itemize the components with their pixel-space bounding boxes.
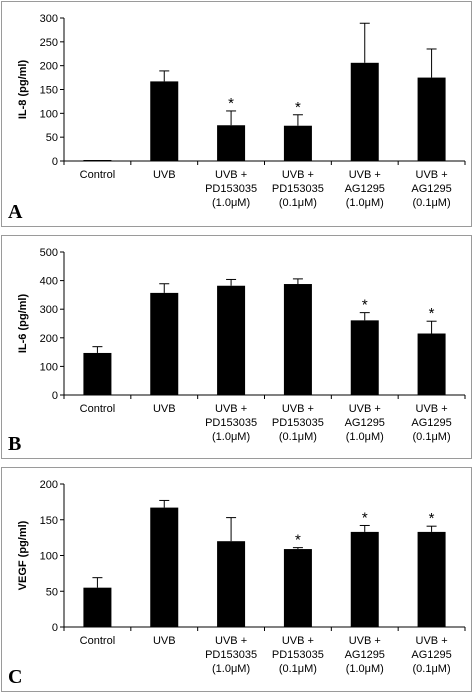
x-category-label: Control	[80, 403, 115, 415]
y-tick-label: 250	[40, 37, 58, 49]
chart-svg-c: 0 50 100 150 200 VEGF (pg/ml) Control UVB UVB + P…	[8, 479, 466, 688]
y-tick-label: 200	[40, 333, 58, 345]
x-category-label: UVB	[153, 169, 176, 181]
x-category-label: (1.0μM)	[346, 197, 384, 209]
y-tick-label: 400	[40, 276, 58, 288]
y-tick-label: 500	[40, 247, 58, 259]
bar	[417, 531, 446, 627]
x-category-label: (1.0μM)	[212, 663, 250, 675]
y-tick-label: 100	[40, 108, 58, 120]
x-category-label: (0.1μM)	[413, 663, 451, 675]
x-category-label: AG1295	[411, 649, 451, 661]
significance-marker: *	[429, 510, 435, 527]
bar	[417, 77, 446, 161]
y-tick-label: 300	[40, 13, 58, 25]
x-category-label: UVB +	[349, 635, 381, 647]
x-category-label: Control	[80, 635, 115, 647]
y-tick-label: 0	[52, 622, 58, 634]
x-category-label: UVB +	[215, 169, 247, 181]
x-category-label: PD153035	[272, 417, 324, 429]
x-category-label: UVB +	[349, 169, 381, 181]
x-category-label: (0.1μM)	[279, 663, 317, 675]
bar	[350, 320, 379, 395]
bar	[217, 125, 246, 161]
x-category-label: (0.1μM)	[279, 431, 317, 443]
bar	[83, 587, 112, 627]
x-category-label: (1.0μM)	[212, 197, 250, 209]
x-category-label: UVB	[153, 403, 176, 415]
bar	[350, 62, 379, 161]
x-category-label: AG1295	[345, 417, 385, 429]
y-tick-label: 100	[40, 361, 58, 373]
chart-svg-b: 0 100 200 300 400 500 IL-6 (pg/ml) Control UVB UV…	[8, 247, 466, 455]
y-tick-label: 150	[40, 85, 58, 97]
significance-marker: *	[362, 297, 368, 314]
x-category-label: PD153035	[272, 649, 324, 661]
x-category-label: AG1295	[345, 649, 385, 661]
bar	[283, 125, 312, 161]
bar	[283, 284, 312, 395]
bar	[150, 81, 179, 161]
x-category-label: UVB +	[282, 635, 314, 647]
x-category-label: PD153035	[205, 649, 257, 661]
x-category-label: PD153035	[272, 183, 324, 195]
y-tick-label: 150	[40, 515, 58, 527]
y-tick-label: 50	[46, 586, 58, 598]
x-category-label: (1.0μM)	[346, 663, 384, 675]
bar	[150, 507, 179, 627]
significance-marker: *	[295, 99, 301, 116]
x-category-label: UVB +	[215, 635, 247, 647]
bar	[417, 333, 446, 395]
x-category-label: UVB	[153, 635, 176, 647]
x-category-label: (1.0μM)	[212, 431, 250, 443]
panel-label: C	[8, 666, 22, 688]
y-axis-label: VEGF (pg/ml)	[17, 520, 29, 590]
x-category-label: UVB +	[416, 635, 448, 647]
chart-panel-b: 0 100 200 300 400 500 IL-6 (pg/ml) Control UVB UV…	[1, 235, 472, 459]
panel-label: A	[8, 201, 23, 223]
x-category-label: UVB +	[282, 169, 314, 181]
chart-svg-a: 0 50 100 150 200 250 300 IL-8 (pg/ml) Control UVB…	[8, 13, 466, 223]
x-category-label: PD153035	[205, 183, 257, 195]
x-category-label: UVB +	[282, 403, 314, 415]
x-category-label: UVB +	[215, 403, 247, 415]
y-axis-label: IL-6 (pg/ml)	[17, 294, 29, 354]
chart-panel-c: 0 50 100 150 200 VEGF (pg/ml) Control UVB UVB + P…	[1, 467, 472, 692]
significance-marker: *	[295, 532, 301, 549]
x-category-label: PD153035	[205, 417, 257, 429]
bar	[83, 352, 112, 395]
panel-label: B	[8, 433, 21, 455]
bar	[150, 292, 179, 395]
y-tick-label: 300	[40, 304, 58, 316]
x-category-label: (0.1μM)	[413, 197, 451, 209]
y-axis-label: IL-8 (pg/ml)	[17, 60, 29, 120]
x-category-label: UVB +	[416, 169, 448, 181]
bar	[283, 549, 312, 627]
x-category-label: Control	[80, 169, 115, 181]
significance-marker: *	[228, 95, 234, 112]
y-tick-label: 50	[46, 132, 58, 144]
y-tick-label: 100	[40, 551, 58, 563]
x-category-label: AG1295	[411, 417, 451, 429]
x-category-label: (0.1μM)	[413, 431, 451, 443]
x-category-label: (1.0μM)	[346, 431, 384, 443]
y-tick-label: 200	[40, 479, 58, 491]
chart-panel-a: 0 50 100 150 200 250 300 IL-8 (pg/ml) Control UVB…	[1, 1, 472, 227]
x-category-label: UVB +	[416, 403, 448, 415]
y-tick-label: 0	[52, 390, 58, 402]
x-category-label: AG1295	[411, 183, 451, 195]
significance-marker: *	[362, 509, 368, 526]
bar	[217, 541, 246, 627]
x-category-label: UVB +	[349, 403, 381, 415]
bar	[83, 160, 112, 161]
x-category-label: (0.1μM)	[279, 197, 317, 209]
bar	[217, 285, 246, 395]
bar	[350, 531, 379, 627]
y-tick-label: 0	[52, 156, 58, 168]
significance-marker: *	[429, 305, 435, 322]
x-category-label: AG1295	[345, 183, 385, 195]
y-tick-label: 200	[40, 61, 58, 73]
